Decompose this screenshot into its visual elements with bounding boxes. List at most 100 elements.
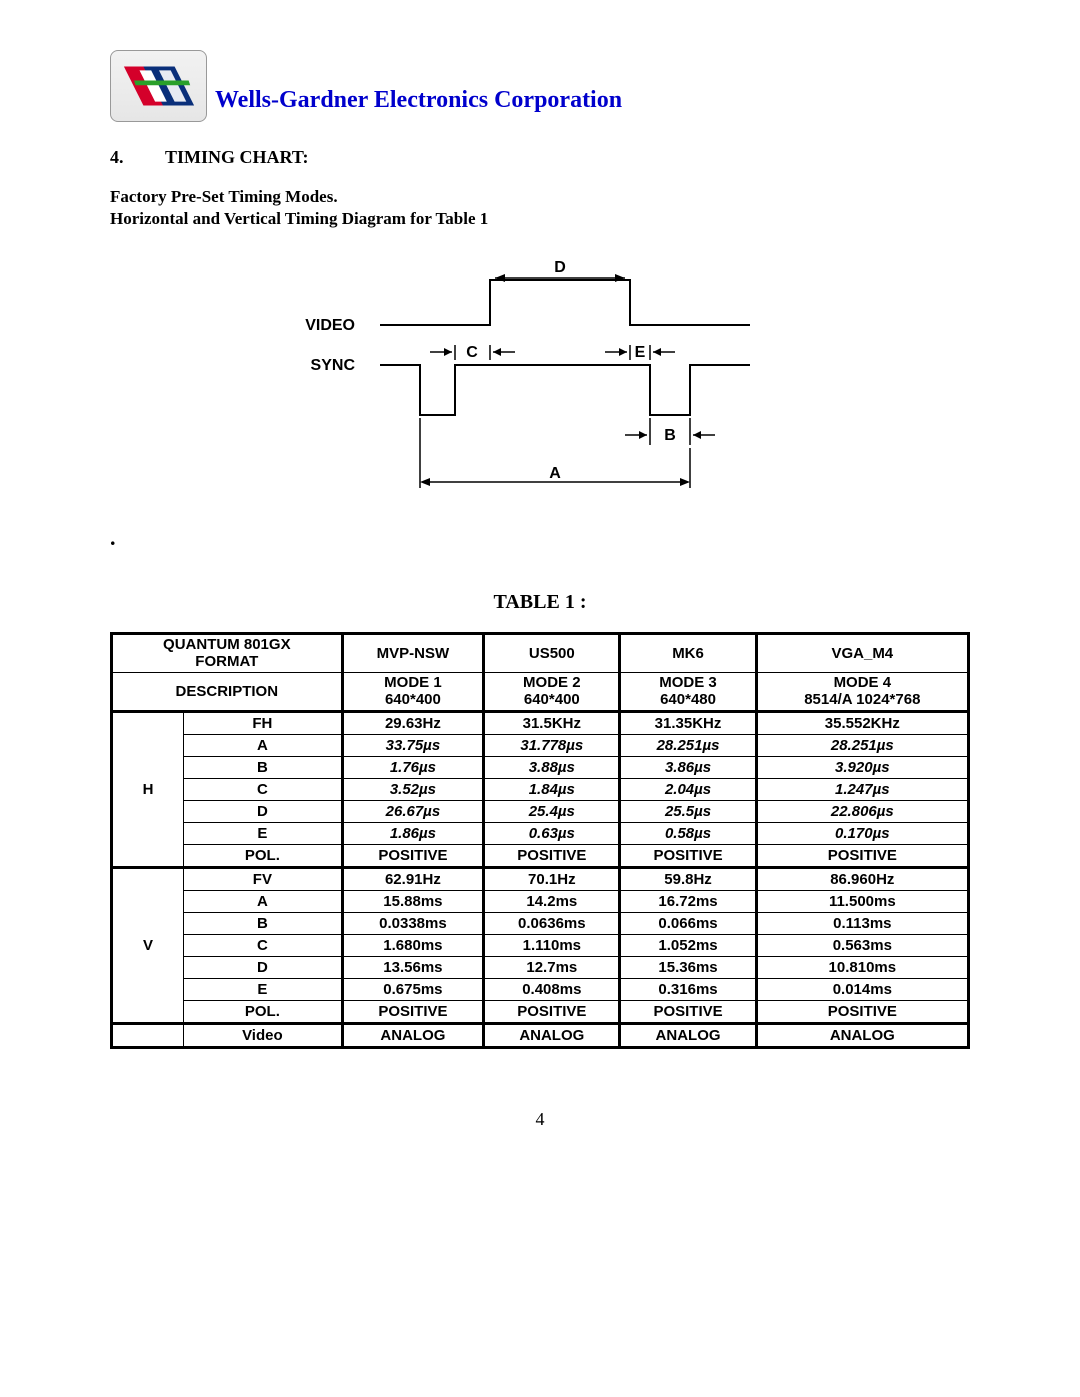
table-cell: 16.72ms bbox=[620, 891, 756, 913]
table-cell: 10.810ms bbox=[756, 957, 968, 979]
table-cell: 11.500ms bbox=[756, 891, 968, 913]
section-subtitle-1: Factory Pre-Set Timing Modes. bbox=[110, 186, 970, 208]
table-header: MODE 48514/A 1024*768 bbox=[756, 673, 968, 712]
table-cell: 2.04µs bbox=[620, 779, 756, 801]
table-header: MK6 bbox=[620, 634, 756, 673]
table-cell: 62.91Hz bbox=[342, 868, 484, 891]
table-cell: 1.680ms bbox=[342, 935, 484, 957]
timing-diagram: VIDEO D SYNC C E bbox=[110, 250, 970, 505]
table-cell: POSITIVE bbox=[620, 1001, 756, 1024]
table-param: C bbox=[184, 779, 343, 801]
table-cell: ANALOG bbox=[756, 1024, 968, 1048]
table-param: D bbox=[184, 801, 343, 823]
page-number: 4 bbox=[110, 1109, 970, 1130]
table-header: MODE 1640*400 bbox=[342, 673, 484, 712]
table-cell: 35.552KHz bbox=[756, 712, 968, 735]
table-group-label: V bbox=[112, 868, 184, 1024]
table-title: TABLE 1 : bbox=[110, 591, 970, 614]
table-cell: 25.4µs bbox=[484, 801, 620, 823]
table-cell: 31.778µs bbox=[484, 735, 620, 757]
section-number: 4. bbox=[110, 147, 165, 168]
table-param: A bbox=[184, 891, 343, 913]
table-cell: 13.56ms bbox=[342, 957, 484, 979]
diagram-label-c: C bbox=[466, 344, 478, 361]
table-cell: POSITIVE bbox=[484, 1001, 620, 1024]
table-param: FV bbox=[184, 868, 343, 891]
table-cell: 31.35KHz bbox=[620, 712, 756, 735]
diagram-label-b: B bbox=[664, 427, 676, 444]
table-cell: POSITIVE bbox=[484, 845, 620, 868]
diagram-label-a: A bbox=[549, 465, 561, 482]
table-cell: ANALOG bbox=[342, 1024, 484, 1048]
section-subtitle-2: Horizontal and Vertical Timing Diagram f… bbox=[110, 208, 970, 230]
timing-table: QUANTUM 801GXFORMATMVP-NSWUS500MK6VGA_M4… bbox=[110, 632, 970, 1049]
table-cell: 0.63µs bbox=[484, 823, 620, 845]
table-cell: 12.7ms bbox=[484, 957, 620, 979]
table-cell: 0.563ms bbox=[756, 935, 968, 957]
table-cell: 0.316ms bbox=[620, 979, 756, 1001]
table-cell: 1.247µs bbox=[756, 779, 968, 801]
table-cell: POSITIVE bbox=[342, 845, 484, 868]
table-cell: 59.8Hz bbox=[620, 868, 756, 891]
table-cell: 1.84µs bbox=[484, 779, 620, 801]
table-cell: 28.251µs bbox=[756, 735, 968, 757]
table-cell: ANALOG bbox=[484, 1024, 620, 1048]
table-header: MVP-NSW bbox=[342, 634, 484, 673]
table-cell: 3.86µs bbox=[620, 757, 756, 779]
table-cell: 1.110ms bbox=[484, 935, 620, 957]
table-cell: 86.960Hz bbox=[756, 868, 968, 891]
table-header: MODE 3640*480 bbox=[620, 673, 756, 712]
table-param: FH bbox=[184, 712, 343, 735]
table-header: VGA_M4 bbox=[756, 634, 968, 673]
table-cell: POSITIVE bbox=[756, 845, 968, 868]
table-param: E bbox=[184, 979, 343, 1001]
table-cell: 15.88ms bbox=[342, 891, 484, 913]
table-cell: 22.806µs bbox=[756, 801, 968, 823]
diagram-label-d: D bbox=[554, 259, 566, 276]
table-cell: 0.170µs bbox=[756, 823, 968, 845]
table-cell: 0.408ms bbox=[484, 979, 620, 1001]
table-cell: 70.1Hz bbox=[484, 868, 620, 891]
table-param: B bbox=[184, 913, 343, 935]
table-cell: 0.675ms bbox=[342, 979, 484, 1001]
table-cell: 29.63Hz bbox=[342, 712, 484, 735]
table-param: E bbox=[184, 823, 343, 845]
table-cell: 33.75µs bbox=[342, 735, 484, 757]
table-header: QUANTUM 801GXFORMAT bbox=[112, 634, 343, 673]
table-cell: 0.113ms bbox=[756, 913, 968, 935]
table-cell: 0.066ms bbox=[620, 913, 756, 935]
table-cell: 3.88µs bbox=[484, 757, 620, 779]
table-cell: 0.0636ms bbox=[484, 913, 620, 935]
table-header: MODE 2640*400 bbox=[484, 673, 620, 712]
table-cell: 1.76µs bbox=[342, 757, 484, 779]
table-group-label: H bbox=[112, 712, 184, 868]
page-header: Wells-Gardner Electronics Corporation bbox=[110, 50, 970, 122]
table-cell: 28.251µs bbox=[620, 735, 756, 757]
company-logo bbox=[110, 50, 207, 122]
section-title: TIMING CHART: bbox=[165, 147, 309, 167]
table-cell bbox=[112, 1024, 184, 1048]
table-cell: 14.2ms bbox=[484, 891, 620, 913]
table-param: A bbox=[184, 735, 343, 757]
table-cell: 26.67µs bbox=[342, 801, 484, 823]
table-param: B bbox=[184, 757, 343, 779]
table-cell: POSITIVE bbox=[756, 1001, 968, 1024]
table-cell: ANALOG bbox=[620, 1024, 756, 1048]
table-cell: 25.5µs bbox=[620, 801, 756, 823]
company-name: Wells-Gardner Electronics Corporation bbox=[215, 87, 622, 122]
table-cell: 31.5KHz bbox=[484, 712, 620, 735]
table-header: US500 bbox=[484, 634, 620, 673]
bullet-dot: . bbox=[110, 525, 970, 551]
table-param: C bbox=[184, 935, 343, 957]
table-cell: POSITIVE bbox=[620, 845, 756, 868]
table-cell: 0.58µs bbox=[620, 823, 756, 845]
section-heading: 4.TIMING CHART: bbox=[110, 147, 970, 168]
table-cell: 0.014ms bbox=[756, 979, 968, 1001]
table-cell: 0.0338ms bbox=[342, 913, 484, 935]
table-param: Video bbox=[184, 1024, 343, 1048]
diagram-label-video: VIDEO bbox=[305, 317, 355, 334]
table-cell: POSITIVE bbox=[342, 1001, 484, 1024]
diagram-label-e: E bbox=[635, 344, 646, 361]
diagram-label-sync: SYNC bbox=[311, 357, 356, 374]
table-cell: 1.052ms bbox=[620, 935, 756, 957]
